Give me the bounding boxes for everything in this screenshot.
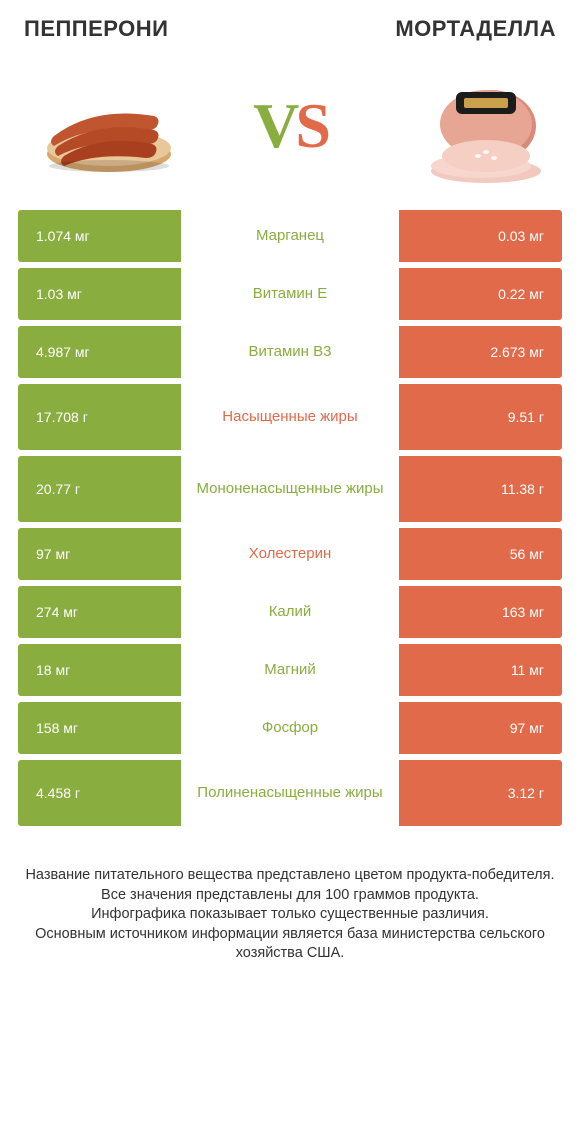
product-left-title: ПЕППЕРОНИ: [24, 16, 168, 42]
product-right-title: МОРТАДЕЛЛА: [395, 16, 556, 42]
comparison-row: 4.458 гПолиненасыщенные жиры3.12 г: [18, 760, 562, 826]
nutrient-label: Фосфор: [181, 702, 399, 754]
value-right: 163 мг: [399, 586, 562, 638]
vs-label: VS: [253, 89, 327, 163]
value-left: 158 мг: [18, 702, 181, 754]
value-right: 0.03 мг: [399, 210, 562, 262]
comparison-row: 17.708 гНасыщенные жиры9.51 г: [18, 384, 562, 450]
nutrient-label: Насыщенные жиры: [181, 384, 399, 450]
value-left: 4.458 г: [18, 760, 181, 826]
vs-v: V: [253, 89, 295, 163]
value-left: 17.708 г: [18, 384, 181, 450]
value-left: 1.074 мг: [18, 210, 181, 262]
value-left: 20.77 г: [18, 456, 181, 522]
nutrient-label: Калий: [181, 586, 399, 638]
comparison-row: 1.074 мгМарганец0.03 мг: [18, 210, 562, 262]
nutrient-label: Витамин B3: [181, 326, 399, 378]
value-left: 274 мг: [18, 586, 181, 638]
comparison-row: 1.03 мгВитамин E0.22 мг: [18, 268, 562, 320]
comparison-row: 158 мгФосфор97 мг: [18, 702, 562, 754]
comparison-row: 97 мгХолестерин56 мг: [18, 528, 562, 580]
value-left: 4.987 мг: [18, 326, 181, 378]
comparison-row: 4.987 мгВитамин B32.673 мг: [18, 326, 562, 378]
comparison-row: 274 мгКалий163 мг: [18, 586, 562, 638]
value-right: 56 мг: [399, 528, 562, 580]
hero: VS: [0, 42, 580, 210]
value-right: 9.51 г: [399, 384, 562, 450]
vs-s: S: [295, 89, 327, 163]
value-right: 2.673 мг: [399, 326, 562, 378]
nutrient-label: Полиненасыщенные жиры: [181, 760, 399, 826]
value-right: 97 мг: [399, 702, 562, 754]
value-right: 11.38 г: [399, 456, 562, 522]
value-right: 11 мг: [399, 644, 562, 696]
nutrient-label: Мононенасыщенные жиры: [181, 456, 399, 522]
value-left: 97 мг: [18, 528, 181, 580]
comparison-row: 18 мгМагний11 мг: [18, 644, 562, 696]
nutrient-label: Марганец: [181, 210, 399, 262]
comparison-table: 1.074 мгМарганец0.03 мг 1.03 мгВитамин E0…: [0, 210, 580, 826]
value-right: 3.12 г: [399, 760, 562, 826]
comparison-row: 20.77 гМононенасыщенные жиры11.38 г: [18, 456, 562, 522]
value-left: 1.03 мг: [18, 268, 181, 320]
nutrient-label: Холестерин: [181, 528, 399, 580]
value-left: 18 мг: [18, 644, 181, 696]
nutrient-label: Магний: [181, 644, 399, 696]
nutrient-label: Витамин E: [181, 268, 399, 320]
product-right-image: [386, 66, 556, 186]
footnote: Название питательного вещества представл…: [0, 832, 580, 964]
value-right: 0.22 мг: [399, 268, 562, 320]
product-left-image: [24, 66, 194, 186]
header: ПЕППЕРОНИ МОРТАДЕЛЛА: [0, 0, 580, 42]
